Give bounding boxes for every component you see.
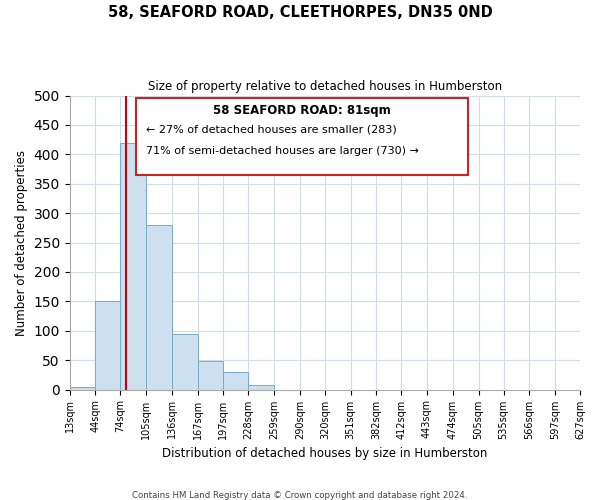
Bar [146, 225, 172, 390]
Bar [172, 334, 197, 390]
Bar [197, 362, 223, 390]
Title: Size of property relative to detached houses in Humberston: Size of property relative to detached ho… [148, 80, 502, 93]
Text: 71% of semi-detached houses are larger (730) →: 71% of semi-detached houses are larger (… [146, 146, 419, 156]
FancyBboxPatch shape [136, 98, 468, 175]
Text: Contains HM Land Registry data © Crown copyright and database right 2024.: Contains HM Land Registry data © Crown c… [132, 490, 468, 500]
Text: ← 27% of detached houses are smaller (283): ← 27% of detached houses are smaller (28… [146, 125, 397, 135]
Bar [95, 302, 121, 390]
Text: 58 SEAFORD ROAD: 81sqm: 58 SEAFORD ROAD: 81sqm [213, 104, 391, 118]
Bar [121, 142, 146, 390]
Bar [248, 385, 274, 390]
Text: 58, SEAFORD ROAD, CLEETHORPES, DN35 0ND: 58, SEAFORD ROAD, CLEETHORPES, DN35 0ND [107, 5, 493, 20]
X-axis label: Distribution of detached houses by size in Humberston: Distribution of detached houses by size … [162, 447, 488, 460]
Bar [70, 386, 95, 390]
Bar [223, 372, 248, 390]
Y-axis label: Number of detached properties: Number of detached properties [15, 150, 28, 336]
